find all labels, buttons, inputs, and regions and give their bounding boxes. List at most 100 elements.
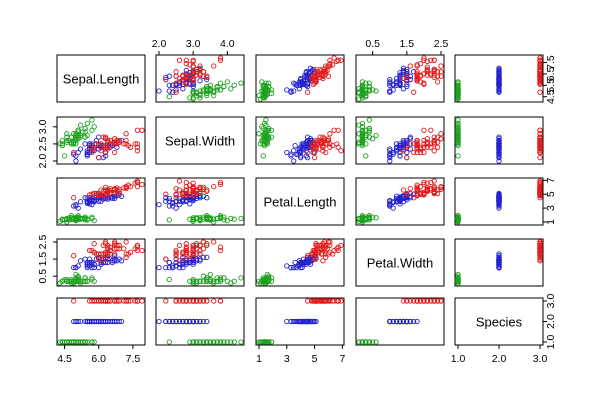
data-point (197, 298, 203, 304)
data-point (134, 298, 141, 304)
data-point (455, 122, 461, 128)
data-point (291, 88, 297, 94)
data-point (107, 141, 113, 147)
data-point (407, 134, 413, 140)
data-point (89, 276, 95, 283)
data-point (261, 88, 268, 94)
data-point (134, 141, 141, 147)
data-point (496, 251, 502, 257)
data-point (327, 57, 333, 63)
data-point (366, 87, 372, 93)
data-point (112, 258, 118, 264)
data-point (321, 69, 327, 75)
data-point (455, 273, 461, 279)
data-point (211, 92, 217, 99)
data-point (455, 90, 461, 96)
data-point (424, 66, 430, 73)
data-point (166, 259, 172, 266)
tick-label: 1.5 (37, 252, 49, 267)
data-point (302, 259, 308, 266)
data-point (107, 298, 113, 304)
data-point (176, 198, 183, 204)
data-point (537, 256, 543, 262)
data-point (496, 258, 502, 264)
data-point (537, 71, 543, 77)
data-point (363, 339, 369, 345)
data-point (73, 318, 79, 325)
tick-label: 2.0 (492, 353, 507, 365)
data-point (434, 144, 441, 150)
tick-label: 0.5 (37, 269, 49, 284)
data-point (400, 67, 407, 74)
tick-label: 1.0 (451, 353, 466, 365)
data-point (496, 146, 502, 152)
data-point (190, 78, 196, 84)
data-point (173, 263, 179, 269)
data-point (173, 318, 179, 325)
data-point (214, 339, 220, 345)
data-point (397, 142, 403, 149)
data-point (304, 89, 311, 95)
data-point (156, 201, 162, 208)
data-point (77, 258, 84, 264)
data-point (183, 244, 189, 250)
tick-label: 4.5 (545, 89, 557, 104)
data-point (121, 246, 127, 252)
data-point (173, 205, 179, 211)
data-point (98, 258, 104, 264)
data-point (190, 69, 196, 75)
data-point (100, 318, 106, 325)
data-point (263, 84, 269, 91)
tick-label: 5.5 (545, 78, 557, 93)
data-point (84, 132, 90, 139)
data-point (431, 178, 437, 184)
data-point (190, 183, 196, 190)
data-point (61, 153, 68, 159)
data-point (424, 298, 430, 304)
data-point (204, 318, 210, 325)
data-point (327, 61, 333, 67)
data-point (496, 263, 502, 269)
data-point (75, 149, 81, 156)
data-point (321, 239, 327, 245)
data-point (207, 339, 213, 345)
data-point (176, 178, 183, 184)
data-point (163, 74, 169, 81)
data-point (404, 193, 410, 199)
panel-frame-1-1 (155, 116, 245, 165)
data-point (217, 339, 224, 345)
data-point (93, 251, 100, 257)
data-point (200, 88, 207, 94)
panel-frame-4-3 (355, 297, 445, 346)
data-point (299, 318, 305, 325)
data-point (217, 215, 224, 221)
data-point (397, 153, 403, 159)
data-point (537, 55, 543, 61)
data-point (64, 278, 70, 284)
data-point (64, 216, 70, 222)
data-point (304, 298, 311, 304)
data-point (411, 149, 417, 156)
data-point (204, 298, 210, 304)
data-point (139, 181, 145, 188)
data-point (200, 216, 207, 222)
tick-label: 3.0 (37, 119, 49, 134)
data-point (166, 339, 172, 345)
data-point (390, 149, 396, 156)
data-point (190, 278, 196, 284)
data-point (397, 74, 403, 81)
data-point (314, 69, 321, 75)
data-point (100, 298, 106, 304)
data-point (414, 141, 420, 147)
data-point (407, 298, 413, 304)
data-point (163, 264, 169, 271)
data-point (134, 242, 141, 249)
data-point (193, 193, 200, 199)
data-point (400, 70, 407, 76)
panels-layer (56, 54, 544, 346)
data-point (359, 136, 366, 142)
tick-label: 4.0 (220, 38, 235, 50)
data-point (387, 82, 393, 88)
data-point (231, 216, 237, 222)
data-point (455, 136, 461, 142)
